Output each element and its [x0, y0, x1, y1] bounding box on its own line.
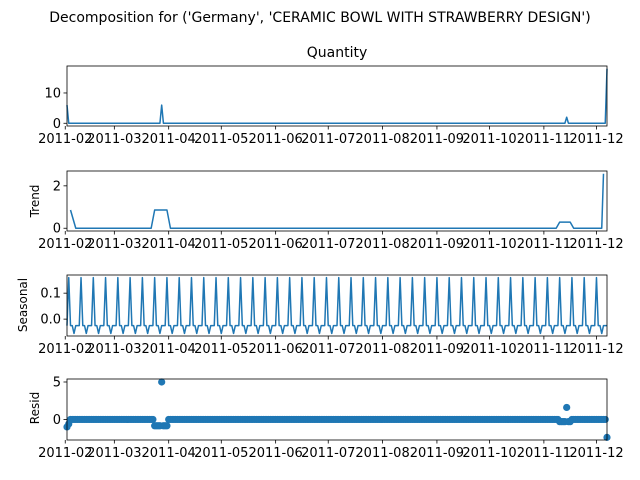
x-tick-label: 2011-09 — [410, 342, 464, 357]
x-tick-label: 2011-03 — [87, 446, 141, 461]
x-tick-label: 2011-12 — [569, 446, 623, 461]
x-tick-label: 2011-09 — [410, 237, 464, 252]
x-tick-label: 2011-07 — [301, 237, 355, 252]
y-tick-label: 10 — [44, 86, 61, 101]
axes-frame — [66, 378, 608, 441]
x-tick-label: 2011-06 — [248, 132, 302, 147]
y-tick-label: 0 — [53, 413, 61, 428]
x-tick-label: 2011-07 — [301, 132, 355, 147]
y-tick-label: 0 — [53, 117, 61, 132]
x-tick-label: 2011-08 — [355, 132, 409, 147]
x-tick-label: 2011-02 — [38, 342, 92, 357]
x-tick-label: 2011-04 — [142, 342, 196, 357]
x-tick-label: 2011-04 — [142, 446, 196, 461]
series-line-seasonal — [66, 276, 607, 335]
x-tick-label: 2011-09 — [410, 132, 464, 147]
panel-trend-ylabel: Trend — [28, 185, 42, 219]
x-tick-label: 2011-10 — [462, 446, 516, 461]
x-tick-label: 2011-12 — [569, 342, 623, 357]
y-tick-label: 0 — [53, 222, 61, 237]
x-tick-label: 2011-02 — [38, 237, 92, 252]
resid-point — [149, 415, 157, 424]
x-tick-label: 2011-08 — [355, 342, 409, 357]
x-tick-label: 2011-02 — [38, 446, 92, 461]
x-tick-label: 2011-12 — [569, 237, 623, 252]
resid-point — [158, 378, 166, 386]
panel-resid-ylabel: Resid — [28, 392, 42, 424]
x-tick-label: 2011-11 — [517, 446, 571, 461]
x-tick-label: 2011-10 — [462, 237, 516, 252]
x-tick-label: 2011-10 — [462, 342, 516, 357]
x-tick-label: 2011-12 — [569, 132, 623, 147]
y-tick-label: 2 — [53, 179, 61, 194]
figure-suptitle: Decomposition for ('Germany', 'CERAMIC B… — [49, 10, 590, 26]
x-tick-label: 2011-06 — [248, 342, 302, 357]
x-tick-label: 2011-03 — [87, 132, 141, 147]
x-tick-label: 2011-11 — [517, 132, 571, 147]
panel-observed-title: Quantity — [307, 45, 368, 61]
x-tick-label: 2011-04 — [142, 132, 196, 147]
x-tick-label: 2011-05 — [194, 446, 248, 461]
x-tick-label: 2011-08 — [355, 446, 409, 461]
x-tick-label: 2011-06 — [248, 446, 302, 461]
y-tick-label: 0.0 — [40, 313, 61, 328]
x-tick-label: 2011-11 — [517, 237, 571, 252]
axes-frame — [66, 274, 608, 337]
resid-point — [163, 422, 171, 430]
x-tick-label: 2011-11 — [517, 342, 571, 357]
panel-seasonal-ylabel: Seasonal — [16, 278, 30, 332]
x-tick-label: 2011-06 — [248, 237, 302, 252]
x-tick-label: 2011-10 — [462, 132, 516, 147]
axes-frame — [66, 170, 608, 232]
y-tick-label: 0.1 — [40, 287, 61, 302]
axes-frame — [66, 65, 608, 127]
x-tick-label: 2011-02 — [38, 132, 92, 147]
x-tick-label: 2011-04 — [142, 237, 196, 252]
x-tick-label: 2011-05 — [194, 132, 248, 147]
series-line-trend — [69, 173, 605, 229]
x-tick-label: 2011-07 — [301, 342, 355, 357]
resid-point — [563, 403, 571, 412]
series-line-observed — [66, 68, 608, 125]
x-tick-label: 2011-03 — [87, 237, 141, 252]
x-tick-label: 2011-08 — [355, 237, 409, 252]
x-tick-label: 2011-09 — [410, 446, 464, 461]
y-tick-label: 5 — [53, 375, 61, 390]
resid-point — [601, 415, 609, 424]
x-tick-label: 2011-07 — [301, 446, 355, 461]
x-tick-label: 2011-05 — [194, 342, 248, 357]
x-tick-label: 2011-05 — [194, 237, 248, 252]
x-tick-label: 2011-03 — [87, 342, 141, 357]
